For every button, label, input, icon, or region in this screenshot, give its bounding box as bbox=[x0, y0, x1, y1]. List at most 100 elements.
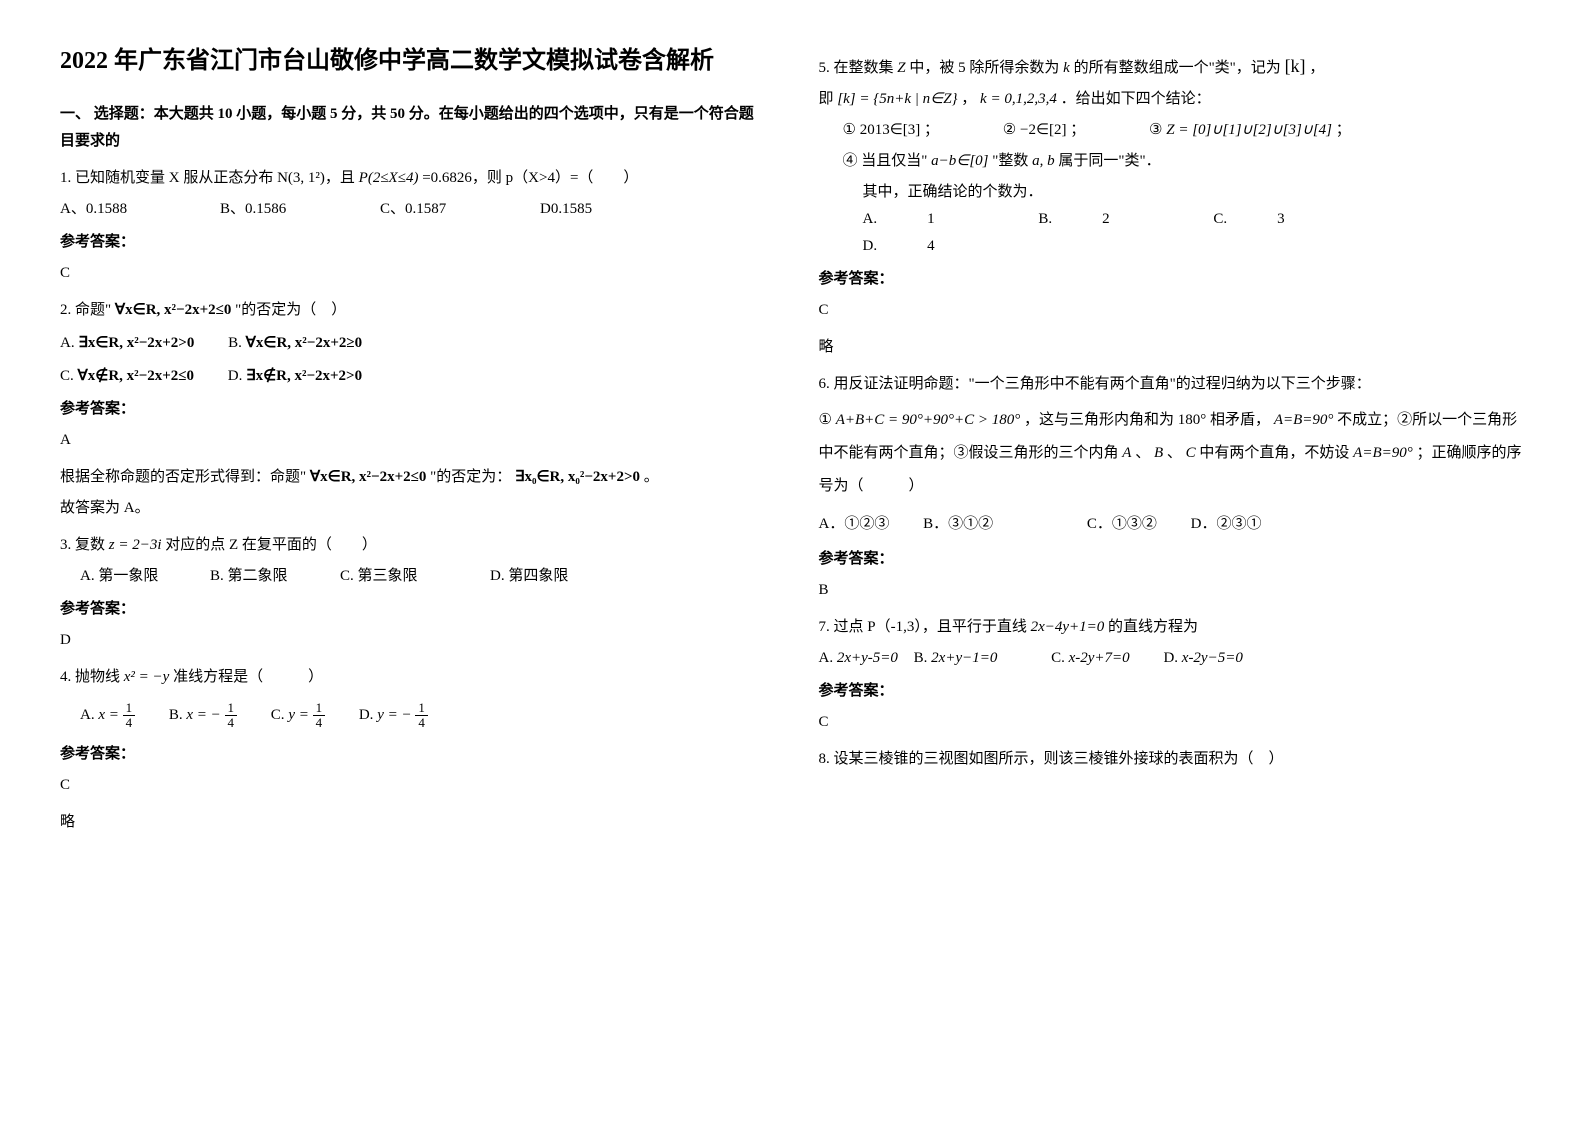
q7-opt-a: A. 2x+y-5=0 bbox=[819, 645, 898, 672]
question-8: 8. 设某三棱锥的三视图如图所示，则该三棱锥外接球的表面积为（ ） bbox=[819, 746, 1528, 773]
question-3: 3. 复数 z = 2−3i 对应的点 Z 在复平面的（ ） bbox=[60, 532, 769, 559]
q4-a-den: 4 bbox=[123, 716, 136, 730]
q7-b-pre: B. bbox=[914, 650, 932, 666]
question-2: 2. 命题" ∀x∈R, x²−2x+2≤0 "的否定为（ ） bbox=[60, 297, 769, 324]
q5-opt-c: C. 3 bbox=[1213, 206, 1334, 233]
q5-i2-tail: ； bbox=[1070, 122, 1085, 138]
q5-d-val: 4 bbox=[927, 233, 935, 260]
question-6: 6. 用反证法证明命题："一个三角形中不能有两个直角"的过程归纳为以下三个步骤： bbox=[819, 371, 1528, 398]
q7-c-pre: C. bbox=[1051, 650, 1069, 666]
q7-answer-label: 参考答案： bbox=[819, 678, 1528, 705]
q2-answer: A bbox=[60, 427, 769, 454]
q5-l1-e: [k] bbox=[1285, 56, 1306, 76]
q3-stem-b: 对应的点 Z 在复平面的（ ） bbox=[165, 537, 377, 553]
q3-opt-d: D. 第四象限 bbox=[490, 563, 620, 590]
q7-d-expr: x-2y−5=0 bbox=[1182, 650, 1243, 666]
q6-answer: B bbox=[819, 577, 1528, 604]
q3-answer: D bbox=[60, 627, 769, 654]
q5-l1-c: 除所得余数为 bbox=[969, 60, 1063, 76]
q4-a-num: 1 bbox=[123, 701, 136, 716]
q4-opt-c: C. y = 1 4 bbox=[271, 701, 325, 731]
page: 2022 年广东省江门市台山敬修中学高二数学文模拟试卷含解析 一、 选择题：本大… bbox=[0, 0, 1587, 886]
q2-expl-mid: "的否定为： bbox=[430, 469, 511, 485]
q4-d-lhs: y = − bbox=[377, 707, 411, 723]
q5-c-val: 3 bbox=[1277, 206, 1285, 233]
q5-l2-kvals: k = 0,1,2,3,4 bbox=[980, 91, 1057, 107]
q1-stem-a: 1. 已知随机变量 X 服从正态分布 N(3, 1²)，且 bbox=[60, 170, 355, 186]
q4-d-frac: 1 4 bbox=[415, 701, 428, 731]
q5-l2-c: ．给出如下四个结论： bbox=[1061, 91, 1211, 107]
q4-stem-a: 4. 抛物线 bbox=[60, 669, 124, 685]
q5-i3-expr: Z = [0]∪[1]∪[2]∪[3]∪[4] bbox=[1166, 122, 1332, 138]
q4-opt-b: B. x = − 1 4 bbox=[169, 701, 237, 731]
q6-s1-ab90b: A=B=90° bbox=[1353, 445, 1413, 461]
q1-stem-b: =0.6826，则 p（X>4）=（ ） bbox=[422, 170, 638, 186]
q1-options: A、0.1588 B、0.1586 C、0.1587 D0.1585 bbox=[60, 196, 769, 223]
q6-s1-c: 相矛盾， bbox=[1210, 412, 1270, 428]
q2-expl-expr1: ∀x∈R, x²−2x+2≤0 bbox=[310, 469, 426, 485]
q5-i2-expr: −2∈[2] bbox=[1020, 122, 1067, 138]
q5-l1-k: k bbox=[1063, 60, 1070, 76]
exam-title: 2022 年广东省江门市台山敬修中学高二数学文模拟试卷含解析 bbox=[60, 40, 769, 83]
q5-i3-num: ③ bbox=[1149, 122, 1162, 138]
q5-i4-b: "整数 bbox=[992, 153, 1032, 169]
q4-a-frac: 1 4 bbox=[123, 701, 136, 731]
q6-s1-e: 中有两个直角，不妨设 bbox=[1199, 445, 1353, 461]
q4-c-num: 1 bbox=[313, 701, 326, 716]
q3-opt-a: A. 第一象限 bbox=[80, 563, 210, 590]
q5-line2: 即 [k] = {5n+k | n∈Z} ， k = 0,1,2,3,4 ．给出… bbox=[819, 86, 1528, 113]
q3-opt-b: B. 第二象限 bbox=[210, 563, 340, 590]
q6-s1-180: 180° bbox=[1178, 412, 1207, 428]
question-5: 5. 在整数集 Z 中，被 5 除所得余数为 k 的所有整数组成一个"类"，记为… bbox=[819, 50, 1528, 82]
q4-c-lhs: y = bbox=[288, 707, 312, 723]
question-7: 7. 过点 P（-1,3），且平行于直线 2x−4y+1=0 的直线方程为 bbox=[819, 614, 1528, 641]
q6-opt-d: D．②③① bbox=[1191, 511, 1262, 538]
q4-c-den: 4 bbox=[313, 716, 326, 730]
q7-options: A. 2x+y-5=0 B. 2x+y−1=0 C. x-2y+7=0 D. x… bbox=[819, 645, 1528, 672]
q2-explanation-last: 故答案为 A。 bbox=[60, 495, 769, 522]
q5-opt-b: B. 2 bbox=[1038, 206, 1159, 233]
q4-opt-d: D. y = − 1 4 bbox=[359, 701, 428, 731]
q4-stem-b: 准线方程是（ ） bbox=[173, 669, 323, 685]
q6-sep2: 、 bbox=[1167, 445, 1182, 461]
q5-l1-b: 中，被 bbox=[909, 60, 958, 76]
q5-b-val: 2 bbox=[1102, 206, 1110, 233]
q4-b-pre: B. bbox=[169, 707, 187, 723]
q6-s1-ab90: A=B=90° bbox=[1274, 412, 1334, 428]
q1-opt-d: D0.1585 bbox=[540, 196, 700, 223]
q4-stem-expr: x² = −y bbox=[124, 669, 170, 685]
q4-d-num: 1 bbox=[415, 701, 428, 716]
q4-answer-label: 参考答案： bbox=[60, 741, 769, 768]
q4-b-frac: 1 4 bbox=[225, 701, 238, 731]
q2-opt-c-expr: ∀x∉R, x²−2x+2≤0 bbox=[78, 368, 194, 384]
q6-answer-label: 参考答案： bbox=[819, 546, 1528, 573]
q5-l2-b: ， bbox=[961, 91, 976, 107]
q1-answer-label: 参考答案： bbox=[60, 229, 769, 256]
q5-l2-def: [k] = {5n+k | n∈Z} bbox=[837, 91, 957, 107]
q6-sep1: 、 bbox=[1135, 445, 1150, 461]
q7-a-expr: 2x+y-5=0 bbox=[837, 650, 898, 666]
q6-options: A．①②③ B．③①② C．①③② D．②③① bbox=[819, 511, 1528, 538]
q5-items-row2: ④ 当且仅当" a−b∈[0] "整数 a, b 属于同一"类"． bbox=[843, 148, 1528, 175]
right-column: 5. 在整数集 Z 中，被 5 除所得余数为 k 的所有整数组成一个"类"，记为… bbox=[819, 40, 1528, 846]
q5-i4-c: 属于同一"类"． bbox=[1058, 153, 1160, 169]
q7-opt-c: C. x-2y+7=0 bbox=[1051, 645, 1130, 672]
q4-d-pre: D. bbox=[359, 707, 377, 723]
q4-b-num: 1 bbox=[225, 701, 238, 716]
q1-opt-a: A、0.1588 bbox=[60, 196, 220, 223]
q7-answer: C bbox=[819, 709, 1528, 736]
q5-l1-a: 5. 在整数集 bbox=[819, 60, 898, 76]
q6-s1-expr: A+B+C = 90°+90°+C > 180° bbox=[836, 412, 1021, 428]
q5-i4-expr: a−b∈[0] bbox=[931, 153, 988, 169]
q2-explanation: 根据全称命题的否定形式得到：命题" ∀x∈R, x²−2x+2≤0 "的否定为：… bbox=[60, 464, 769, 491]
q5-brief: 略 bbox=[819, 334, 1528, 361]
q2-expl-a: 根据全称命题的否定形式得到：命题" bbox=[60, 469, 306, 485]
q5-l1-5: 5 bbox=[958, 60, 966, 76]
q6-opt-b: B．③①② bbox=[923, 511, 993, 538]
q7-a-pre: A. bbox=[819, 650, 837, 666]
q5-l1-d: 的所有整数组成一个"类"，记为 bbox=[1074, 60, 1281, 76]
q5-i1-expr: 2013∈[3] bbox=[860, 122, 921, 138]
q2-opt-a-pre: A. bbox=[60, 335, 78, 351]
q7-d-pre: D. bbox=[1163, 650, 1181, 666]
q5-l2-a: 即 bbox=[819, 91, 834, 107]
